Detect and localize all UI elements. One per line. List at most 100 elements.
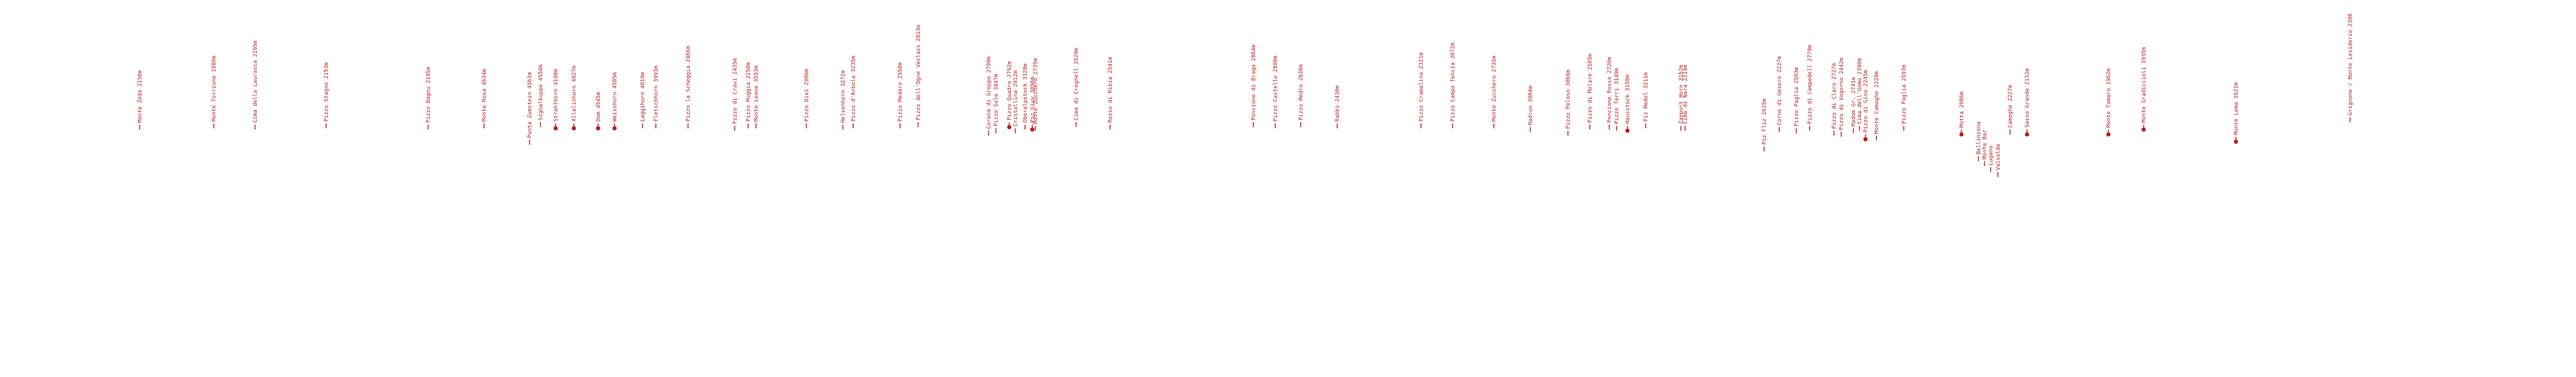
peak-label: Helsenhorn 3272m — [840, 70, 847, 123]
peak-pizzo-campo-tencia-3072m: Pizzo Campo Tencia 3072m — [1450, 43, 1456, 128]
peak-cristallina-2912m: Cristallina 2912m — [1013, 71, 1019, 133]
peak-zapport-horn-3152m: Zapport Horn 3152m — [1678, 64, 1685, 131]
peak-label: Pizzo Medro 2638m — [1298, 64, 1304, 120]
peak-label: Pizzo Stagno 2153m — [324, 62, 330, 122]
peak-label: Rosso di Ribia 2541m — [1108, 57, 1114, 123]
peak-cima-della-laurasca-2195m: Cima della Laurasca 2195m — [253, 41, 259, 130]
peak-label: Fletschhorn 3993m — [653, 66, 659, 122]
peak-label: Pizzo Diei 2906m — [804, 69, 810, 122]
peak-pizzo-la-scheggia-2466m: Pizzo la Scheggia 2466m — [686, 46, 692, 128]
peak-dot-icon — [1007, 125, 1012, 130]
peak-label: Pizzo la Scheggia 2466m — [686, 46, 692, 122]
peak-pizzo-castello-2808m: Pizzo Castello 2808m — [1273, 56, 1279, 128]
peak-monte-gradiccioli-1935m: Monte Gradiccioli 1935m — [2141, 47, 2147, 132]
peak-dot-icon — [2106, 132, 2111, 137]
peak-label: Rabbi 2430m — [1335, 85, 1341, 122]
peak-dot-icon — [2141, 127, 2146, 132]
peak-label: Pizzo Cramalina 2321m — [1419, 52, 1425, 122]
peak-fletschhorn-3993m: Fletschhorn 3993m — [653, 66, 659, 128]
peak-dot-icon — [612, 126, 617, 131]
peak-label: Pizzo Peloso 3066m — [1566, 69, 1572, 129]
peak-camoghe-2227m: Camoghe 2227m — [2008, 85, 2014, 134]
peak-monte-camoghe-2228m: Monte Camoghe 2228m — [1874, 71, 1880, 140]
peak-monte-rosa-4634m: Monte Rosa 4634m — [482, 69, 488, 128]
peak-label: Monte Rosa 4634m — [482, 69, 488, 122]
peak-monte-bar: Monte Bar — [1982, 130, 1988, 166]
peak-label: Poncione Rosso 2720m — [1607, 57, 1613, 123]
peak-pizzo-stagno-2153m: Pizzo Stagno 2153m — [324, 62, 330, 128]
peak-label: Monte Zucchero 2735m — [1491, 56, 1498, 122]
peak-label: Pizzo di Vogorno 2442m — [1839, 58, 1845, 130]
peak-label: Pizzo di Gino 2245m — [1863, 70, 1869, 133]
peak-pizzo-di-claro-2727m: Pizzo di Claro 2727m — [1831, 63, 1838, 136]
peak-label: Monte Lema 1621m — [2234, 82, 2240, 135]
peak-dot-icon — [1863, 137, 1868, 142]
peak-label: Madom Gr. 2741m — [1851, 77, 1857, 126]
peak-poncione-di-braga-2864m: Poncione di Braga 2864m — [1251, 44, 1257, 127]
peak-monte-zucchero-2735m: Monte Zucchero 2735m — [1033, 58, 1039, 131]
peak-dot-icon — [1959, 132, 1964, 137]
peak-label: Pizzo Medaro 2550m — [898, 62, 904, 122]
peak-label: Monte Gradiccioli 1935m — [2141, 47, 2147, 123]
peak-strahlhorn-4190m: Strahlhorn 4190m — [553, 69, 559, 131]
peak-pizzo-sole-3047m: Pizzo Sole 3047m — [993, 74, 1000, 133]
peak-label: Signalkuppe 4554m — [538, 64, 544, 120]
peak-label: Pizzo Castello 2808m — [1273, 56, 1279, 122]
peak-pizzo-medro-2638m: Pizzo Medro 2638m — [1298, 64, 1304, 127]
peak-cima-di-nara-2214m: Cima di Nara 2214m — [1683, 64, 1689, 131]
peak-label: Cima dell'Uomo 2390m — [1857, 58, 1863, 124]
peak-label: Monte Tamaro 1962m — [2106, 68, 2112, 128]
peak-pizzo-peloso-3066m: Pizzo Peloso 3066m — [1566, 69, 1572, 136]
peak-label: Dom 4545m — [596, 92, 602, 122]
peak-label: Pizzo Sole 3047m — [993, 74, 1000, 126]
peak-label: Laggihorn 4010m — [640, 72, 646, 122]
peak-label: Pizzo Terri 3149m — [1614, 68, 1620, 124]
peak-piz-giuv-3096m: Piz Giuv 3096m — [1030, 77, 1036, 132]
peak-label: Monte Zucchero 2735m — [1033, 58, 1039, 124]
peak-label: Pizzo di Cravi 2435m — [732, 58, 738, 124]
peak-monte-zeda-2156m: Monte Zeda 2156m — [137, 70, 143, 130]
peak-pizzo-diei-2906m: Pizzo Diei 2906m — [804, 69, 810, 128]
peak-label: Poncione di Braga 2864m — [1251, 44, 1257, 120]
peak-label: Grignone / Monte Lesiderio 2308 — [2348, 13, 2354, 116]
peak-corona-di-groppo-2790m: Corona di Groppo 2790m — [986, 57, 992, 136]
peak-dot-icon — [2025, 132, 2029, 137]
peak-label: Pizzo Quadro 2792m — [1007, 61, 1013, 120]
peak-punta-zumstein-4563m: Punta Zumstein 4563m — [527, 72, 533, 145]
peak-poncione-rosso-2720m: Poncione Rosso 2720m — [1607, 57, 1613, 130]
peak-pizzo-di-molare-2585m: Pizzo di Molare 2585m — [1587, 54, 1593, 130]
peak-pizzo-d-arbola-3235m: Pizzo d'Arbola 3235m — [851, 56, 857, 128]
peak-monte-leone-3553m: Monte Leone 3553m — [754, 66, 760, 128]
peak-lugano: Lugano — [1988, 145, 1994, 172]
peak-cima-di-cregnell-2520m: Cima di Cregnell 2520m — [1074, 48, 1080, 127]
peak-signalkuppe-4554m: Signalkuppe 4554m — [538, 64, 544, 127]
peak-label: Valsolda — [1995, 144, 2002, 170]
peak-label: Camoghe 2227m — [2008, 85, 2014, 128]
peak-madrun-3004m: Madrun 3004m — [1528, 86, 1534, 132]
peak-label: Monte Leone 3553m — [754, 66, 760, 122]
peak-dot-icon — [553, 126, 558, 131]
peak-label: Monte Torrione 1880m — [211, 56, 217, 122]
peak-label: Madrun 3004m — [1528, 86, 1534, 125]
peak-oberalpstock-3328m: Oberalpstock 3328m — [1023, 63, 1029, 130]
peak-label: Oberalpstock 3328m — [1023, 63, 1029, 123]
peak-piz-medel-3211m: Piz Medel 3211m — [1643, 72, 1649, 128]
peak-label: Motta 2086m — [1959, 91, 1965, 128]
peak-label: Pizzo di Campedell 2770m — [1807, 45, 1813, 124]
peak-valsolda: Valsolda — [1995, 144, 2002, 177]
peak-label: Pizzo Muggia 2250m — [746, 62, 752, 122]
peak-dot-icon — [571, 126, 576, 131]
peak-pizzo-di-gino-2245m: Pizzo di Gino 2245m — [1863, 70, 1869, 142]
peak-dot-icon — [1030, 127, 1035, 132]
peak-pizzo-cramalina-2321m: Pizzo Cramalina 2321m — [1419, 52, 1425, 128]
peak-label: Cima di Cregnell 2520m — [1074, 48, 1080, 120]
peak-label: Punta Zumstein 4563m — [527, 72, 533, 138]
peak-label: Monte Bar — [1982, 130, 1988, 159]
peak-label: Corno di Gesero 2227m — [1777, 56, 1783, 125]
peak-label: Piz Medel 3211m — [1643, 72, 1649, 122]
peak-label: Piz Fliz 2625m — [1762, 99, 1768, 145]
peak-pizzo-terri-3149m: Pizzo Terri 3149m — [1614, 68, 1620, 131]
peak-label: Hausstock 3158m — [1625, 75, 1631, 124]
peak-label: Strahlhorn 4190m — [553, 69, 559, 122]
